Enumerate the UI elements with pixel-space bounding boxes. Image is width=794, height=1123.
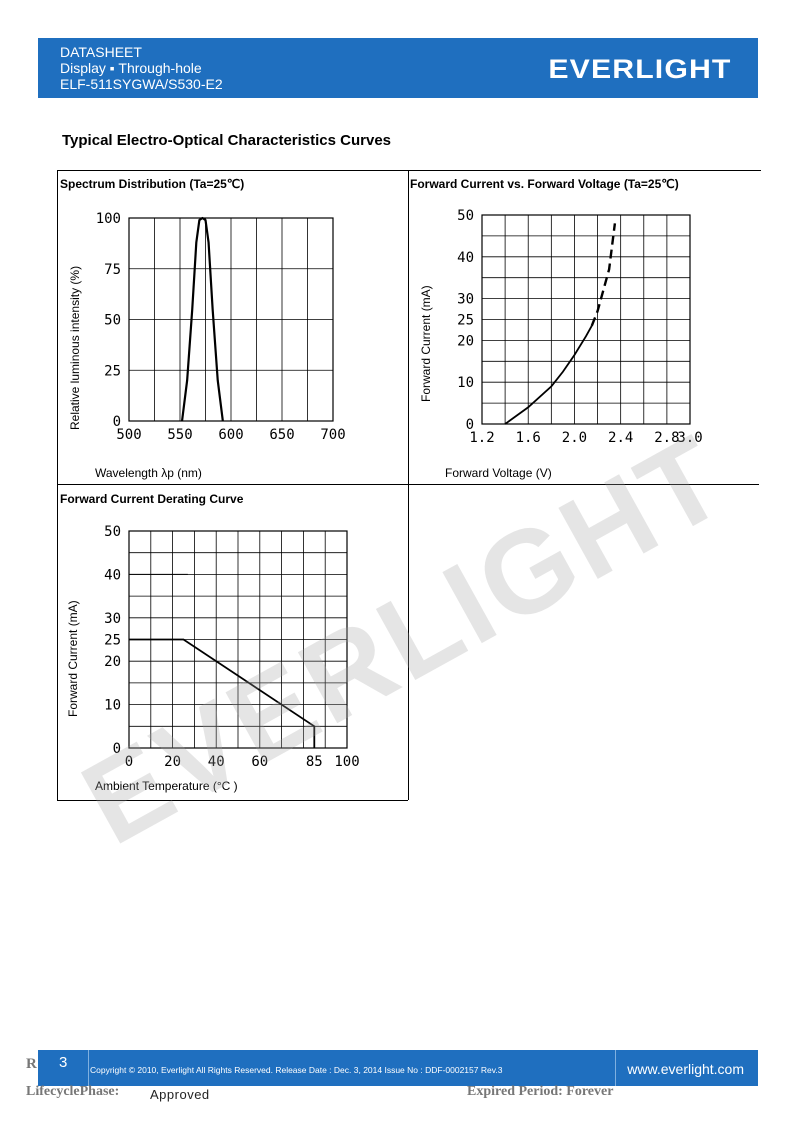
y-tick-label: 75 <box>104 262 121 278</box>
x-tick-label: 600 <box>218 427 243 443</box>
x-tick-label: 650 <box>269 427 294 443</box>
brand-logo: EVERLIGHT <box>548 54 732 84</box>
y-tick-label: 25 <box>104 363 121 379</box>
x-tick-label: 500 <box>116 427 141 443</box>
series-line <box>180 216 224 422</box>
x-tick-label: 60 <box>251 754 268 770</box>
y-tick-label: 50 <box>104 313 121 329</box>
doc-type: DATASHEET <box>60 44 142 60</box>
x-tick-label: 700 <box>320 427 345 443</box>
series-line-dashed <box>590 223 617 327</box>
footer-r: R <box>26 1056 37 1072</box>
lifecycle-status: Approved <box>150 1087 210 1102</box>
y-tick-label: 0 <box>466 417 474 433</box>
doc-category: Display ▪ Through-hole <box>60 60 202 76</box>
derating-title: Forward Current Derating Curve <box>60 492 244 506</box>
series-line-solid <box>504 325 593 425</box>
x-tick-label: 2.4 <box>608 430 633 446</box>
x-tick-label: 2.0 <box>562 430 587 446</box>
y-tick-label: 20 <box>457 333 474 349</box>
y-tick-label: 25 <box>104 633 121 649</box>
x-tick-label: 100 <box>334 754 359 770</box>
x-tick-label: 1.2 <box>469 430 494 446</box>
y-tick-label: 30 <box>457 292 474 308</box>
y-tick-label: 100 <box>96 211 121 227</box>
y-tick-label: 25 <box>457 313 474 329</box>
x-tick-label: 40 <box>208 754 225 770</box>
y-tick-label: 50 <box>104 524 121 540</box>
document-header: DATASHEET Display ▪ Through-hole ELF-511… <box>38 38 758 98</box>
iv-title: Forward Current vs. Forward Voltage (Ta=… <box>410 177 679 191</box>
x-tick-label: 85 <box>306 754 323 770</box>
plot-frame <box>128 217 334 422</box>
y-tick-label: 30 <box>104 611 121 627</box>
copyright-text: Copyright © 2010, Everlight All Rights R… <box>90 1065 503 1075</box>
website-link[interactable]: www.everlight.com <box>627 1061 744 1077</box>
y-tick-label: 10 <box>104 698 121 714</box>
plot-frame <box>481 214 691 425</box>
y-tick-label: 40 <box>457 250 474 266</box>
expired-period: Expired Period: Forever <box>467 1084 614 1099</box>
x-tick-label: 20 <box>164 754 181 770</box>
part-number: ELF-511SYGWA/S530-E2 <box>60 76 223 92</box>
spectrum-xlabel: Wavelength λp (nm) <box>95 466 202 480</box>
x-tick-label: 550 <box>167 427 192 443</box>
y-tick-label: 40 <box>104 567 121 583</box>
section-title: Typical Electro-Optical Characteristics … <box>62 132 392 149</box>
y-tick-label: 10 <box>457 375 474 391</box>
y-tick-label: 50 <box>457 208 474 224</box>
y-tick-label: 20 <box>104 654 121 670</box>
x-tick-label: 2.8 <box>654 430 679 446</box>
spectrum-title: Spectrum Distribution (Ta=25℃) <box>60 177 245 191</box>
series-line <box>129 638 316 748</box>
footer-bar: 3 Copyright © 2010, Everlight All Rights… <box>38 1050 758 1086</box>
y-tick-label: 0 <box>113 741 121 757</box>
x-tick-label: 3.0 <box>677 430 702 446</box>
lifecycle-label: LifecyclePhase: <box>26 1084 120 1099</box>
x-tick-label: 0 <box>125 754 133 770</box>
page-number: 3 <box>59 1054 68 1071</box>
x-tick-label: 1.6 <box>516 430 541 446</box>
y-tick-label: 0 <box>113 414 121 430</box>
iv-xlabel: Forward Voltage (V) <box>445 466 552 480</box>
derating-xlabel: Ambient Temperature (°C ) <box>95 779 238 793</box>
